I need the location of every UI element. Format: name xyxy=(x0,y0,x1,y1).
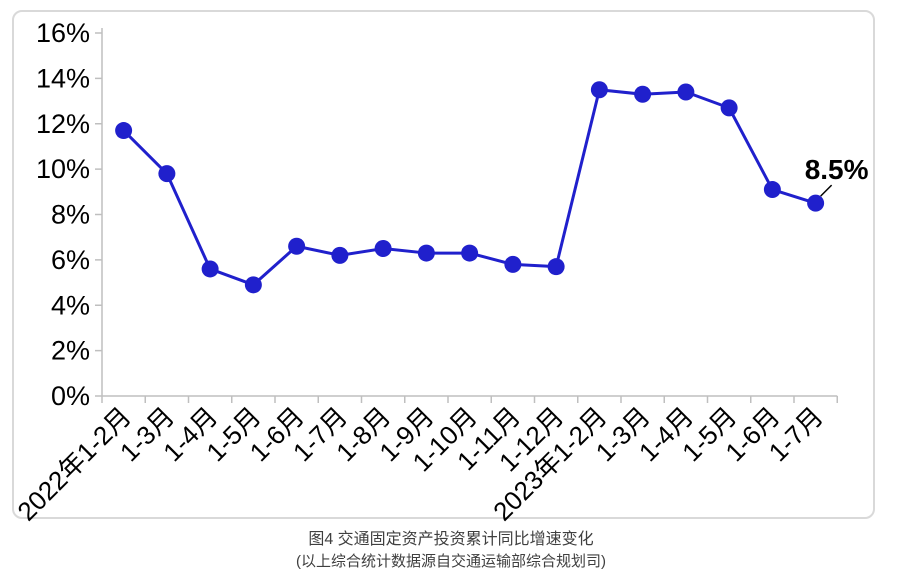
data-point[interactable] xyxy=(244,276,262,294)
data-point[interactable] xyxy=(590,81,608,99)
y-tick-label: 8% xyxy=(51,200,90,230)
y-tick-label: 10% xyxy=(36,154,90,184)
data-point[interactable] xyxy=(115,122,133,140)
y-tick-label: 2% xyxy=(51,336,90,366)
chart-frame[interactable] xyxy=(12,10,875,519)
data-point[interactable] xyxy=(504,255,522,273)
data-point[interactable] xyxy=(763,181,781,199)
annotation-value-label: 8.5% xyxy=(805,154,869,185)
data-point[interactable] xyxy=(374,240,392,258)
data-point[interactable] xyxy=(331,246,349,264)
y-tick-label: 4% xyxy=(51,290,90,320)
y-tick-label: 12% xyxy=(36,109,90,139)
data-point[interactable] xyxy=(461,244,479,262)
chart-caption: 图4 交通固定资产投资累计同比增速变化 (以上综合统计数据源自交通运输部综合规划… xyxy=(0,528,902,573)
data-point[interactable] xyxy=(634,85,652,103)
data-point[interactable] xyxy=(807,194,825,212)
data-point[interactable] xyxy=(201,260,219,278)
annotation-leader-line xyxy=(820,184,833,197)
data-point[interactable] xyxy=(677,83,695,101)
y-tick-label: 16% xyxy=(36,18,90,48)
data-point[interactable] xyxy=(417,244,435,262)
data-point[interactable] xyxy=(547,258,565,276)
y-tick-label: 14% xyxy=(36,63,90,93)
data-point[interactable] xyxy=(288,237,306,255)
y-tick-label: 6% xyxy=(51,245,90,275)
caption-title: 图4 交通固定资产投资累计同比增速变化 xyxy=(308,531,594,548)
data-point[interactable] xyxy=(720,99,738,117)
y-tick-label: 0% xyxy=(51,381,90,411)
data-point[interactable] xyxy=(158,165,176,183)
caption-subtitle: (以上综合统计数据源自交通运输部综合规划司) xyxy=(296,553,606,571)
x-tick-label: 2022年1-2月 xyxy=(11,401,136,526)
